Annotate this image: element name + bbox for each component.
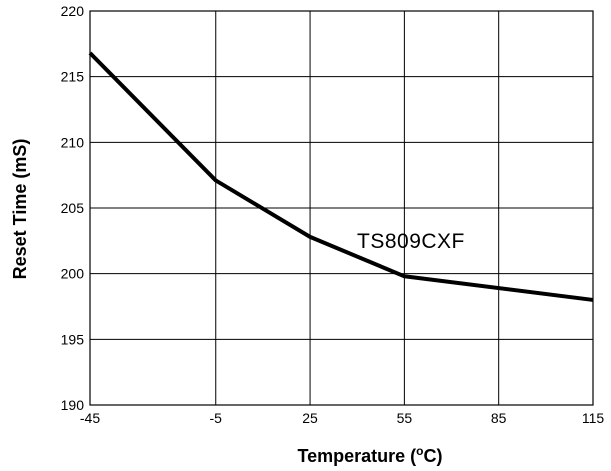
y-tick-label: 190 xyxy=(61,397,85,413)
y-tick-label: 220 xyxy=(61,3,85,19)
x-tick-label: 115 xyxy=(582,410,605,426)
plot-frame xyxy=(89,10,594,406)
x-axis-title: Temperature (oC) xyxy=(297,444,442,466)
x-axis-title-part-2: C) xyxy=(424,446,443,466)
x-axis-title-degree: o xyxy=(416,444,423,458)
x-tick-label: 55 xyxy=(397,410,413,426)
x-tick-label: 85 xyxy=(491,410,507,426)
grid xyxy=(89,10,594,406)
tick-labels: -45 -5 25 55 85 115 190 195 200 205 210 215 220 xyxy=(61,3,605,426)
x-tick-label: -5 xyxy=(210,410,223,426)
x-tick-label: 25 xyxy=(302,410,318,426)
series-label-ts809cxf: TS809CXF xyxy=(357,230,465,253)
x-axis-title-part-1: Temperature ( xyxy=(297,446,416,466)
series-line-ts809cxf xyxy=(88,51,594,302)
series-lines xyxy=(88,51,594,302)
x-tick-label: -45 xyxy=(80,410,100,426)
y-tick-label: 195 xyxy=(61,331,85,347)
y-tick-label: 205 xyxy=(61,200,85,216)
y-tick-label: 215 xyxy=(61,69,85,85)
y-tick-label: 210 xyxy=(61,134,85,150)
y-tick-label: 200 xyxy=(61,266,85,282)
y-axis-title: Reset Time (mS) xyxy=(10,139,30,280)
